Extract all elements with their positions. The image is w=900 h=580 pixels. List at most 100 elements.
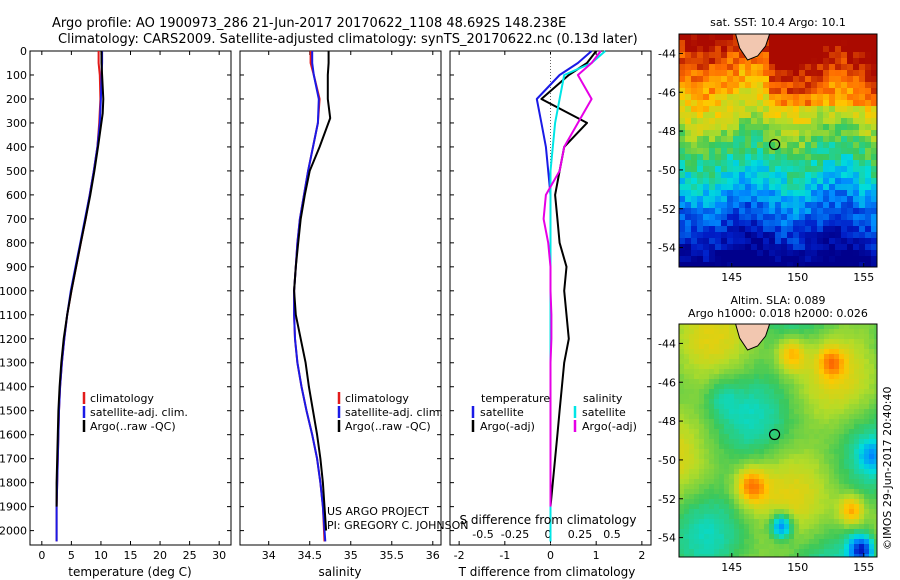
map-cell: [805, 94, 812, 101]
map-cell: [874, 444, 877, 450]
map-cell: [841, 46, 848, 53]
map-cell: [709, 136, 716, 143]
map-cell: [714, 389, 720, 395]
map-cell: [764, 464, 770, 470]
map-cell: [733, 100, 740, 107]
map-cell: [759, 469, 765, 475]
map-cell: [719, 474, 725, 480]
map-cell: [841, 130, 848, 137]
x-tick-label: 35.5: [380, 549, 405, 562]
map-cell: [793, 82, 800, 89]
map-cell: [809, 324, 815, 330]
map-cell: [697, 58, 704, 65]
header-line-2: Climatology: CARS2009. Satellite-adjuste…: [58, 32, 638, 47]
map-cell: [847, 142, 854, 149]
map-cell: [804, 369, 810, 375]
map-cell: [703, 100, 710, 107]
map-cell: [804, 399, 810, 405]
map-cell: [804, 419, 810, 425]
map-cell: [679, 172, 686, 179]
map-cell: [714, 549, 720, 555]
map-cell: [864, 499, 870, 505]
map-cell: [719, 534, 725, 540]
map-cell: [874, 394, 877, 400]
map-cell: [819, 499, 825, 505]
map-cell: [779, 394, 785, 400]
map-cell: [691, 178, 698, 185]
map-cell: [811, 154, 818, 161]
map-cell: [729, 484, 735, 490]
map-cell: [749, 524, 755, 530]
map-cell: [835, 76, 842, 83]
map-cell: [805, 190, 812, 197]
map-cell: [759, 539, 765, 545]
map-cell: [793, 142, 800, 149]
map-cell: [699, 329, 705, 335]
map-cell: [839, 354, 845, 360]
map-cell: [734, 359, 740, 365]
map-cell: [859, 554, 865, 557]
map-cell: [697, 256, 704, 263]
map-cell: [689, 479, 695, 485]
map-cell: [823, 166, 830, 173]
map-cell: [811, 184, 818, 191]
map-cell: [745, 88, 752, 95]
map-cell: [709, 389, 715, 395]
map-cell: [835, 160, 842, 167]
map-cell: [799, 238, 806, 245]
map-cell: [865, 70, 872, 77]
map-cell: [819, 384, 825, 390]
map-cell: [757, 124, 764, 131]
map-cell: [769, 178, 776, 185]
map-cell: [839, 454, 845, 460]
map-cell: [764, 434, 770, 440]
map-cell: [854, 344, 860, 350]
pi-credit: PI: GREGORY C. JOHNSON: [327, 519, 468, 532]
map-cell: [849, 324, 855, 330]
map-cell: [689, 484, 695, 490]
map-cell: [859, 160, 866, 167]
map-cell: [739, 112, 746, 119]
map-cell: [689, 399, 695, 405]
x-tick-label: 15: [124, 549, 138, 562]
map-cell: [727, 142, 734, 149]
map-cell: [834, 499, 840, 505]
map-cell: [744, 419, 750, 425]
map-cell: [871, 136, 877, 143]
map-cell: [775, 76, 782, 83]
map-cell: [811, 256, 818, 263]
map-cell: [729, 439, 735, 445]
map-cell: [864, 414, 870, 420]
map-cell: [823, 94, 830, 101]
map-cell: [823, 154, 830, 161]
map-cell: [839, 469, 845, 475]
map-cell: [754, 444, 760, 450]
map-cell: [834, 394, 840, 400]
map-cell: [865, 88, 872, 95]
map-cell: [841, 58, 848, 65]
map-cell: [819, 474, 825, 480]
map-cell: [769, 469, 775, 475]
map-cell: [714, 449, 720, 455]
map-cell: [757, 232, 764, 239]
map-cell: [804, 549, 810, 555]
map-cell: [754, 449, 760, 455]
map-cell: [869, 434, 875, 440]
map-cell: [794, 484, 800, 490]
map-cell: [757, 160, 764, 167]
map-cell: [751, 58, 758, 65]
map-cell: [817, 226, 824, 233]
map-cell: [774, 484, 780, 490]
map-cell: [704, 549, 710, 555]
map-cell: [727, 256, 734, 263]
map-cell: [685, 106, 692, 113]
map-cell: [789, 369, 795, 375]
map-cell: [709, 88, 716, 95]
map-cell: [869, 499, 875, 505]
map-cell: [759, 479, 765, 485]
map-cell: [764, 474, 770, 480]
map-cell: [853, 154, 860, 161]
map-cell: [829, 414, 835, 420]
map-cell: [739, 226, 746, 233]
map-cell: [689, 519, 695, 525]
